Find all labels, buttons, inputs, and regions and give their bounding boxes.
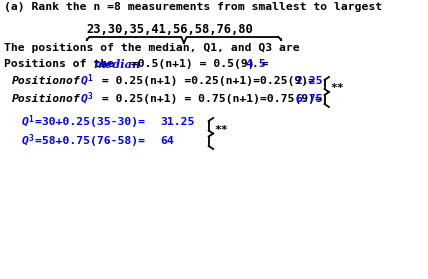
Text: Q: Q [80,76,87,86]
Text: 4.5: 4.5 [245,59,265,69]
Text: = 0.25(n+1) =0.25(n+1)=0.25(9)=: = 0.25(n+1) =0.25(n+1)=0.25(9)= [95,76,315,86]
Text: 1: 1 [88,74,92,83]
Text: =0.5(n+1) = 0.5(9) =: =0.5(n+1) = 0.5(9) = [124,59,282,69]
Text: 3: 3 [28,134,33,143]
Text: Positionof: Positionof [12,76,81,86]
Text: Q: Q [21,136,28,146]
Text: = 0.25(n+1) = 0.75(n+1)=0.75(9)=: = 0.25(n+1) = 0.75(n+1)=0.75(9)= [95,94,321,104]
Text: **: ** [331,83,345,93]
Text: median: median [94,59,141,70]
Text: Q: Q [21,117,28,127]
Text: =58+0.75(76-58)=: =58+0.75(76-58)= [36,136,152,146]
Text: 23,30,35,41,56,58,76,80: 23,30,35,41,56,58,76,80 [86,23,253,36]
Text: =30+0.25(35-30)=: =30+0.25(35-30)= [36,117,152,127]
Text: 6.75: 6.75 [295,94,323,104]
Text: 31.25: 31.25 [160,117,194,127]
Text: 64: 64 [160,136,174,146]
Text: (a) Rank the n =8 measurements from smallest to largest: (a) Rank the n =8 measurements from smal… [3,2,382,12]
Text: 2.25: 2.25 [295,76,323,86]
Text: The positions of the median, Q1, and Q3 are: The positions of the median, Q1, and Q3 … [3,43,299,53]
Text: Q: Q [80,94,87,104]
Text: 3: 3 [88,92,92,101]
Text: Positionof: Positionof [12,94,81,104]
Text: Positions of the: Positions of the [3,59,127,69]
Text: 1: 1 [28,115,33,124]
Text: **: ** [215,124,229,134]
